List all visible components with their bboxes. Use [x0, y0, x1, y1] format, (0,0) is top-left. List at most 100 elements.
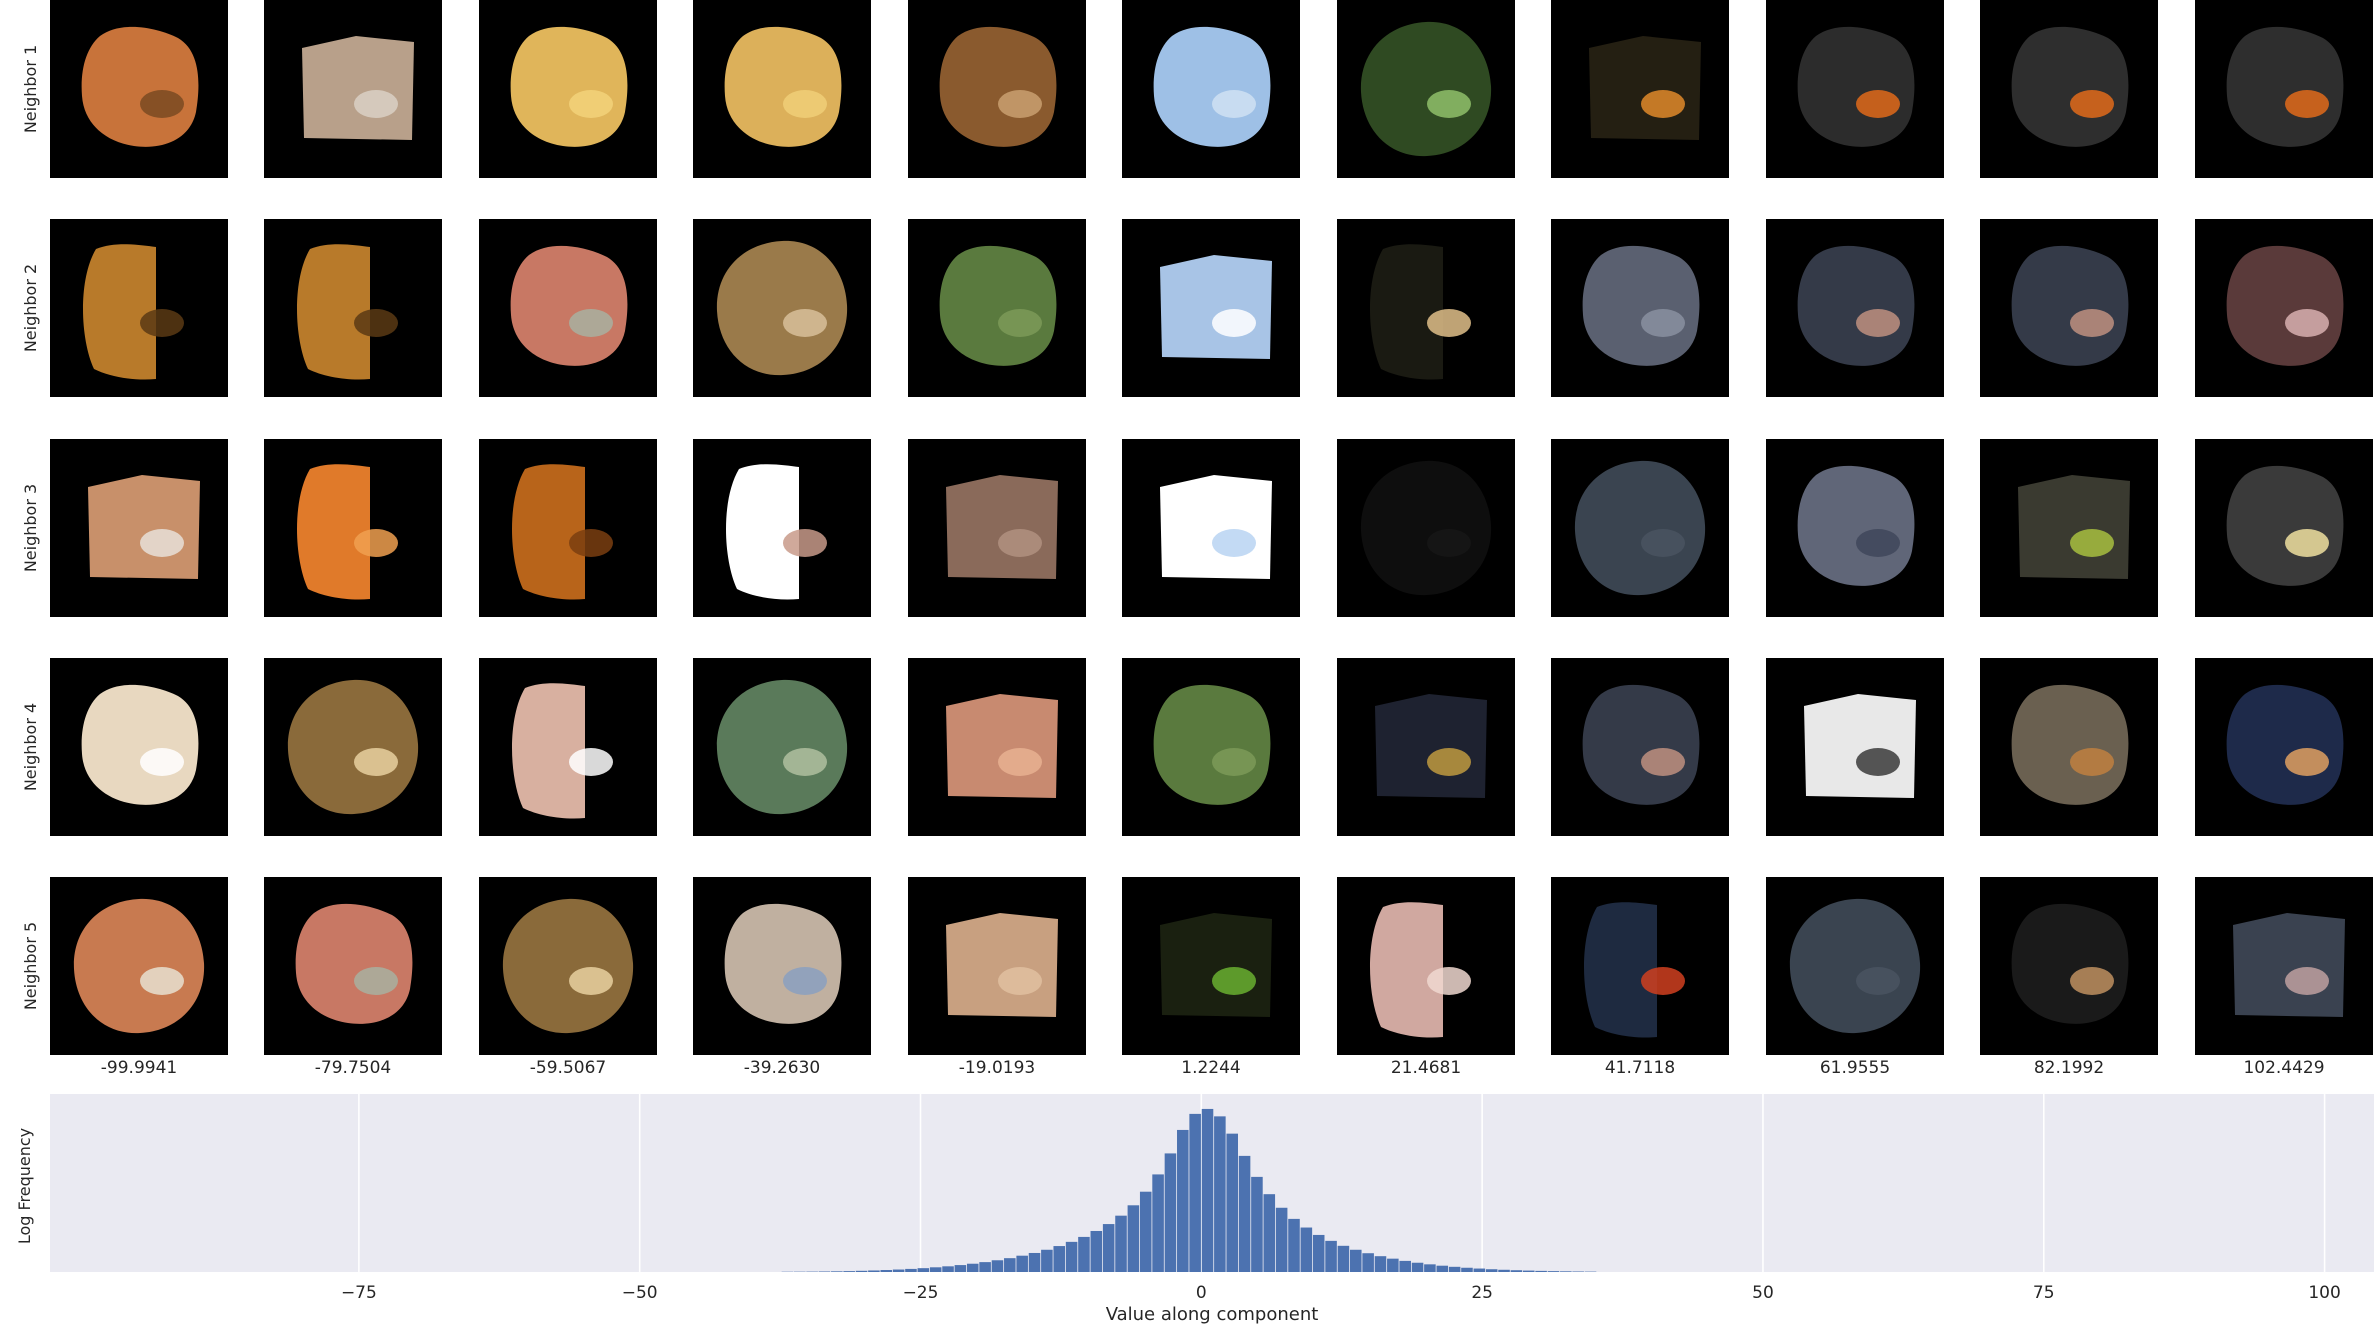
neighbor-image-r3-c4	[693, 439, 871, 617]
neighbor-image-r2-c9	[1766, 219, 1944, 397]
neighbor-image-r4-c5	[908, 658, 1086, 836]
x-tick-label-0: −75	[340, 1283, 377, 1303]
x-tick-label-3: 0	[1195, 1283, 1207, 1303]
histogram-bar-5	[843, 1271, 855, 1272]
neighbor-image-r2-c8	[1551, 219, 1729, 397]
histogram-bar-10	[905, 1268, 917, 1272]
neighbor-image-r5-c10	[1980, 877, 2158, 1055]
neighbor-image-r5-c7	[1337, 877, 1515, 1055]
neighbor-image-r4-c1	[50, 658, 228, 836]
histogram-svg	[358, 1094, 2326, 1272]
histogram-bar-25	[1090, 1230, 1103, 1272]
histogram-bar-13	[942, 1266, 954, 1272]
neighbor-image-r1-c6	[1122, 0, 1300, 178]
histogram-bar-22	[1053, 1246, 1066, 1272]
histogram-bar-49	[1387, 1258, 1399, 1272]
neighbor-image-r2-c10	[1980, 219, 2158, 397]
histogram-bar-39	[1263, 1194, 1276, 1272]
histogram-bar-19	[1016, 1255, 1028, 1272]
row-label-neighbor-3: Neighbor 3	[21, 483, 40, 573]
neighbor-image-r4-c10	[1980, 658, 2158, 836]
neighbor-image-r2-c2	[264, 219, 442, 397]
histogram-bar-18	[1004, 1258, 1016, 1272]
neighbor-image-r5-c3	[479, 877, 657, 1055]
column-value-2: -79.7504	[314, 1058, 392, 1078]
neighbor-image-r2-c11	[2195, 219, 2373, 397]
neighbor-image-r2-c1	[50, 219, 228, 397]
neighbor-image-r1-c8	[1551, 0, 1729, 178]
histogram-bar-6	[855, 1270, 868, 1272]
histogram-bar-56	[1473, 1268, 1486, 1272]
histogram-bar-61	[1535, 1270, 1547, 1272]
histogram-bar-52	[1424, 1264, 1436, 1272]
row-label-neighbor-4: Neighbor 4	[21, 702, 40, 792]
y-axis-label: Log Frequency	[15, 1127, 34, 1245]
neighbor-image-r1-c9	[1766, 0, 1944, 178]
histogram-bar-28	[1127, 1205, 1140, 1272]
neighbor-image-r5-c6	[1122, 877, 1300, 1055]
neighbor-image-r4-c3	[479, 658, 657, 836]
histogram-bar-53	[1436, 1265, 1449, 1272]
neighbor-image-r5-c9	[1766, 877, 1944, 1055]
neighbor-image-r2-c7	[1337, 219, 1515, 397]
histogram-bar-23	[1065, 1241, 1078, 1272]
column-value-4: -39.2630	[743, 1058, 821, 1078]
histogram-bar-33	[1189, 1113, 1201, 1272]
neighbor-image-r3-c10	[1980, 439, 2158, 617]
histogram-bar-60	[1522, 1270, 1535, 1272]
histogram-bar-20	[1028, 1252, 1041, 1272]
neighbor-image-r2-c3	[479, 219, 657, 397]
histogram-bar-31	[1164, 1153, 1177, 1272]
histogram-bar-15	[966, 1263, 979, 1272]
neighbor-image-r5-c8	[1551, 877, 1729, 1055]
column-value-10: 82.1992	[2033, 1058, 2105, 1078]
histogram-bar-29	[1139, 1191, 1152, 1272]
histogram-bar-43	[1312, 1234, 1325, 1272]
neighbor-image-r4-c8	[1551, 658, 1729, 836]
histogram-bar-37	[1238, 1155, 1251, 1272]
neighbor-image-r1-c2	[264, 0, 442, 178]
neighbor-image-r4-c6	[1122, 658, 1300, 836]
histogram-bar-45	[1337, 1245, 1350, 1272]
histogram-bar-27	[1115, 1215, 1127, 1272]
neighbor-image-r2-c6	[1122, 219, 1300, 397]
histogram-bar-58	[1498, 1269, 1510, 1272]
histogram-bar-59	[1510, 1270, 1523, 1272]
histogram-bar-4	[831, 1271, 843, 1272]
column-value-9: 61.9555	[1819, 1058, 1891, 1078]
x-tick-label-7: 100	[2308, 1283, 2341, 1303]
histogram-bar-44	[1325, 1240, 1337, 1272]
histogram-bar-8	[880, 1270, 893, 1272]
neighbor-image-r3-c2	[264, 439, 442, 617]
neighbor-image-r3-c11	[2195, 439, 2373, 617]
neighbor-image-r3-c1	[50, 439, 228, 617]
histogram-bar-34	[1201, 1108, 1214, 1272]
column-value-5: -19.0193	[958, 1058, 1036, 1078]
histogram-gridlines	[358, 1094, 2326, 1272]
column-value-1: -99.9941	[100, 1058, 178, 1078]
neighbor-image-r4-c4	[693, 658, 871, 836]
column-value-11: 102.4429	[2243, 1058, 2325, 1078]
neighbor-image-r5-c11	[2195, 877, 2373, 1055]
histogram-bar-40	[1275, 1207, 1288, 1272]
histogram-bar-32	[1177, 1129, 1189, 1272]
histogram-bar-17	[991, 1260, 1004, 1272]
histogram-bar-62	[1547, 1271, 1560, 1272]
histogram-bar-41	[1288, 1218, 1300, 1272]
histogram-bar-38	[1251, 1176, 1263, 1272]
neighbor-image-r4-c11	[2195, 658, 2373, 836]
histogram-bar-9	[892, 1269, 905, 1272]
column-value-8: 41.7118	[1604, 1058, 1676, 1078]
histogram-bar-57	[1485, 1269, 1498, 1272]
neighbor-image-r3-c8	[1551, 439, 1729, 617]
histogram-bar-55	[1461, 1267, 1473, 1272]
histogram-bar-54	[1448, 1266, 1461, 1272]
histogram-bar-7	[868, 1270, 880, 1272]
histogram-bar-14	[954, 1265, 967, 1272]
histogram-bar-16	[979, 1262, 991, 1272]
histogram-bar-12	[929, 1267, 942, 1272]
neighbor-image-r2-c5	[908, 219, 1086, 397]
neighbor-image-r4-c9	[1766, 658, 1944, 836]
histogram-bar-48	[1374, 1256, 1387, 1272]
histogram-bar-21	[1041, 1249, 1053, 1272]
